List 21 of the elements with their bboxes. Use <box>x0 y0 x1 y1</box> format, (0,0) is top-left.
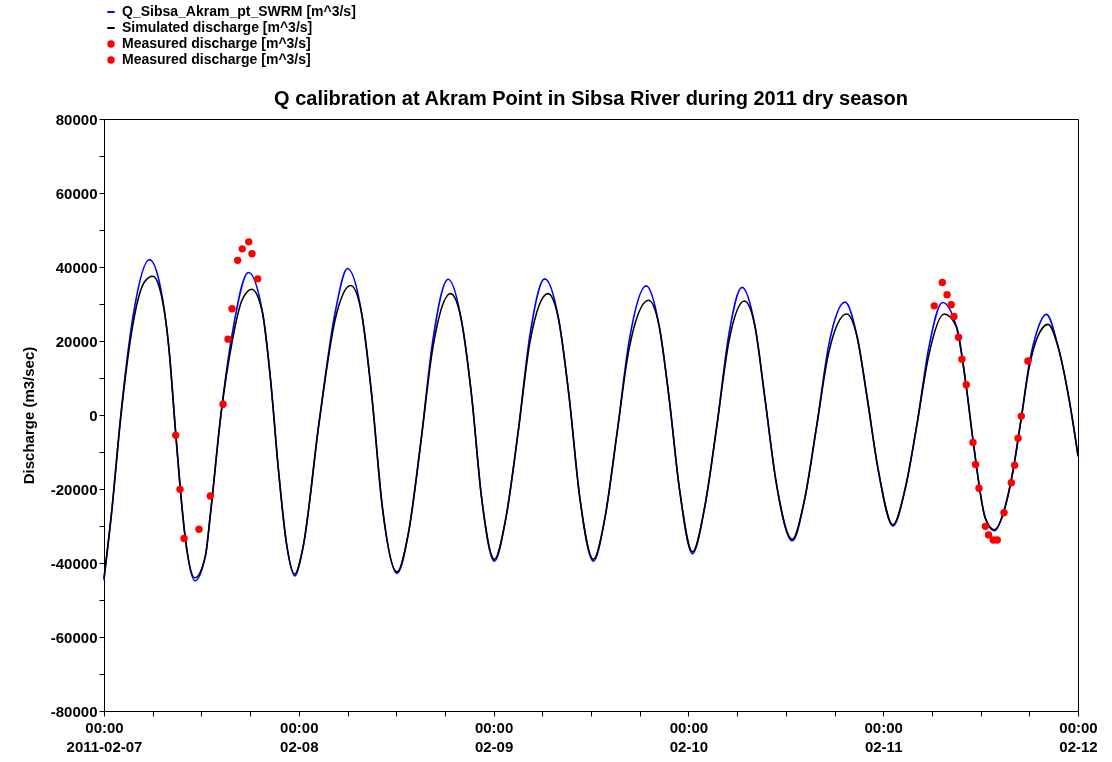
y-tick-label: 60000 <box>55 184 98 202</box>
legend-label: Measured discharge [m^3/s] <box>122 51 311 67</box>
y-tick-label: -80000 <box>50 702 98 720</box>
legend-label: Measured discharge [m^3/s] <box>122 35 311 51</box>
x-tick-label: 00:00 02-11 <box>864 718 903 755</box>
y-tick-label: -40000 <box>50 554 98 572</box>
x-tick-label: 00:00 02-10 <box>669 718 709 755</box>
legend-label: Simulated discharge [m^3/s] <box>122 19 313 35</box>
x-tick-label: 00:00 02-09 <box>474 718 514 755</box>
x-tick-label: 00:00 02-08 <box>280 718 319 755</box>
y-tick-label: -20000 <box>50 480 98 498</box>
chart-title: Q calibration at Akram Point in Sibsa River during 2011 dry season <box>274 87 908 109</box>
y-tick-label: 80000 <box>55 110 98 128</box>
y-tick-label: 20000 <box>55 332 98 350</box>
x-tick-label: 00:00 2011-02-07 <box>66 718 143 755</box>
legend-label: Q_Sibsa_Akram_pt_SWRM [m^3/s] <box>122 3 356 19</box>
y-tick-label: 40000 <box>55 258 98 276</box>
y-tick-label: -60000 <box>50 628 98 646</box>
x-tick-label: 00:00 02-12 <box>1059 718 1098 755</box>
y-tick-label: 0 <box>89 406 98 424</box>
y-axis-title: Discharge (m3/sec) <box>19 346 37 485</box>
